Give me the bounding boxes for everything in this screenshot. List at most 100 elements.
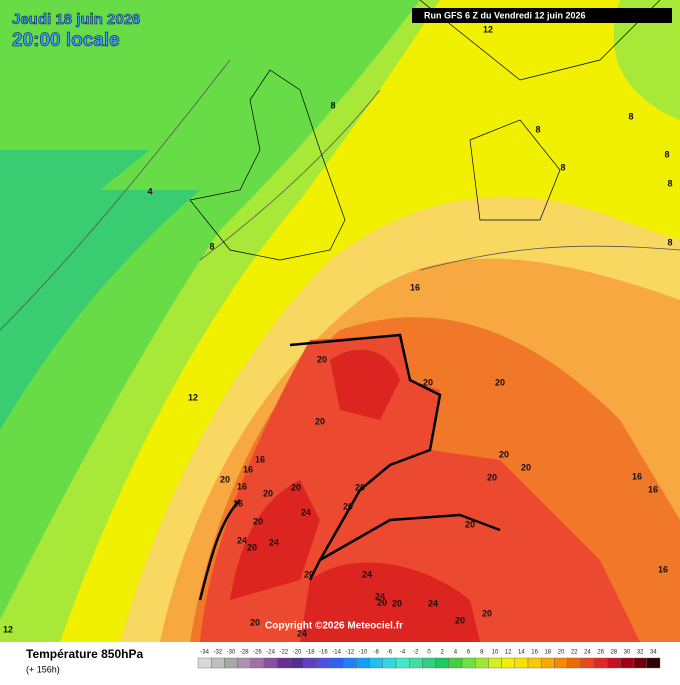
contour-label: 12 bbox=[483, 24, 493, 34]
legend-tick-label: 16 bbox=[531, 650, 538, 656]
legend-swatch bbox=[488, 657, 502, 669]
legend-swatch bbox=[633, 657, 647, 669]
legend-tick-label: -18 bbox=[306, 650, 315, 656]
legend-swatch bbox=[501, 657, 516, 669]
contour-label: 24 bbox=[269, 537, 279, 547]
legend-tick-label: -32 bbox=[213, 650, 222, 656]
legend-tick-label: -4 bbox=[400, 650, 406, 656]
contour-label: 20 bbox=[291, 482, 301, 492]
legend-swatch bbox=[514, 657, 529, 669]
contour-label: 24 bbox=[301, 507, 311, 517]
contour-label: 8 bbox=[664, 149, 669, 159]
contour-label: 8 bbox=[209, 241, 214, 251]
contour-label: 20 bbox=[343, 501, 353, 511]
legend-swatch bbox=[409, 657, 423, 669]
legend-swatch bbox=[277, 657, 291, 669]
contour-label: 16 bbox=[648, 484, 658, 494]
contour-label: 20 bbox=[377, 597, 387, 607]
run-box bbox=[412, 8, 672, 23]
legend-tick-label: 2 bbox=[441, 650, 445, 656]
legend-tick-label: -6 bbox=[387, 650, 393, 656]
legend-tick-label: 0 bbox=[427, 650, 431, 656]
contour-label: 8 bbox=[535, 124, 540, 134]
legend-tick-label: 10 bbox=[492, 650, 499, 656]
legend-swatch bbox=[435, 657, 450, 669]
legend-tick-label: 8 bbox=[480, 650, 484, 656]
coastline bbox=[189, 0, 661, 261]
contour-label: 20 bbox=[521, 462, 531, 472]
contour-label: 20 bbox=[495, 377, 505, 387]
legend-swatch bbox=[475, 657, 489, 669]
band-20 bbox=[200, 335, 640, 642]
run-info: Run GFS 6 Z du Vendredi 12 juin 2026 bbox=[424, 10, 586, 20]
legend-tick-label: 22 bbox=[571, 650, 578, 656]
contour-label: 20 bbox=[317, 354, 327, 364]
legend-swatch bbox=[329, 657, 344, 669]
contour-label: 24 bbox=[375, 591, 385, 601]
contour-label: 4 bbox=[147, 186, 152, 196]
contour-label: 20 bbox=[455, 615, 465, 625]
contour-label: 24 bbox=[362, 569, 372, 579]
legend-swatch bbox=[422, 657, 436, 669]
contour-label: 24 bbox=[428, 598, 438, 608]
legend-tick-label: -22 bbox=[279, 650, 288, 656]
contour-label: 20 bbox=[315, 416, 325, 426]
legend-tick-label: -34 bbox=[200, 650, 209, 656]
legend-tick-label: -30 bbox=[227, 650, 236, 656]
legend-tick-label: 28 bbox=[610, 650, 617, 656]
legend-swatch bbox=[580, 657, 595, 669]
legend-tick-label: -20 bbox=[293, 650, 302, 656]
legend-swatch bbox=[554, 657, 568, 669]
contour-label: 16 bbox=[237, 481, 247, 491]
legend-tick-label: -2 bbox=[413, 650, 419, 656]
contour-label: 16 bbox=[410, 282, 420, 292]
contour-label: 20 bbox=[355, 482, 365, 492]
legend-swatch bbox=[356, 657, 370, 669]
legend-swatch bbox=[290, 657, 304, 669]
legend-swatch bbox=[250, 657, 265, 669]
legend-tick-label: -24 bbox=[266, 650, 275, 656]
legend-tick-label: -10 bbox=[359, 650, 368, 656]
contour-label: 20 bbox=[220, 474, 230, 484]
legend-tick-label: 26 bbox=[597, 650, 604, 656]
contour-label: 20 bbox=[487, 472, 497, 482]
legend-swatch bbox=[567, 657, 581, 669]
legend-tick-label: 14 bbox=[518, 650, 525, 656]
contour-label: 20 bbox=[392, 598, 402, 608]
contour-label: 8 bbox=[667, 237, 672, 247]
contour-label: 8 bbox=[560, 162, 565, 172]
band-24 bbox=[230, 349, 480, 642]
contour-label: 20 bbox=[465, 519, 475, 529]
legend-tick-label: 4 bbox=[454, 650, 458, 656]
legend-swatch bbox=[197, 657, 212, 669]
legend-swatch bbox=[369, 657, 384, 669]
contour-label: 8 bbox=[628, 111, 633, 121]
legend-swatch bbox=[303, 657, 318, 669]
legend-title: Température 850hPa bbox=[26, 647, 143, 661]
legend-swatch bbox=[541, 657, 555, 669]
contour-label: 20 bbox=[250, 617, 260, 627]
legend-swatch bbox=[448, 657, 463, 669]
legend-tick-label: 24 bbox=[584, 650, 591, 656]
legend-swatch bbox=[646, 657, 661, 669]
legend-tick-label: 20 bbox=[558, 650, 565, 656]
contour-label: 16 bbox=[632, 471, 642, 481]
legend-tick-label: -16 bbox=[319, 650, 328, 656]
legend-tick-label: 6 bbox=[467, 650, 471, 656]
legend-swatch bbox=[607, 657, 621, 669]
legend-swatch bbox=[593, 657, 608, 669]
legend-tick-label: 12 bbox=[505, 650, 512, 656]
contour-label: 16 bbox=[658, 564, 668, 574]
legend-tick-label: -12 bbox=[345, 650, 354, 656]
legend-lead: (+ 156h) bbox=[26, 664, 60, 674]
contour-line bbox=[0, 59, 680, 331]
legend-swatch bbox=[461, 657, 476, 669]
copyright: Copyright ©2026 Meteociel.fr bbox=[265, 621, 403, 632]
legend-swatch bbox=[527, 657, 542, 669]
legend-swatch bbox=[620, 657, 634, 669]
date: Jeudi 18 juin 2026 bbox=[12, 11, 140, 28]
contour-label: 8 bbox=[667, 178, 672, 188]
contour-label: 16 bbox=[255, 454, 265, 464]
